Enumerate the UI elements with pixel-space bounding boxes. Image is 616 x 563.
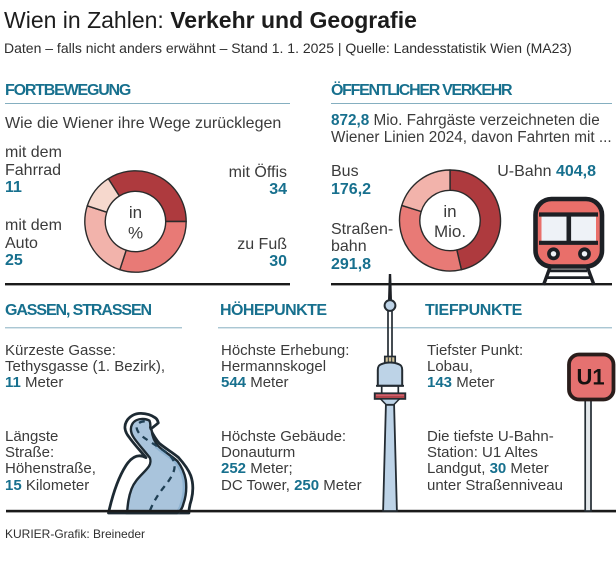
svg-text:Mio.: Mio. — [434, 222, 466, 241]
svg-text:in: in — [443, 202, 456, 221]
svg-text:U1: U1 — [576, 365, 604, 390]
svg-text:in: in — [129, 203, 142, 222]
svg-text:%: % — [128, 224, 143, 243]
